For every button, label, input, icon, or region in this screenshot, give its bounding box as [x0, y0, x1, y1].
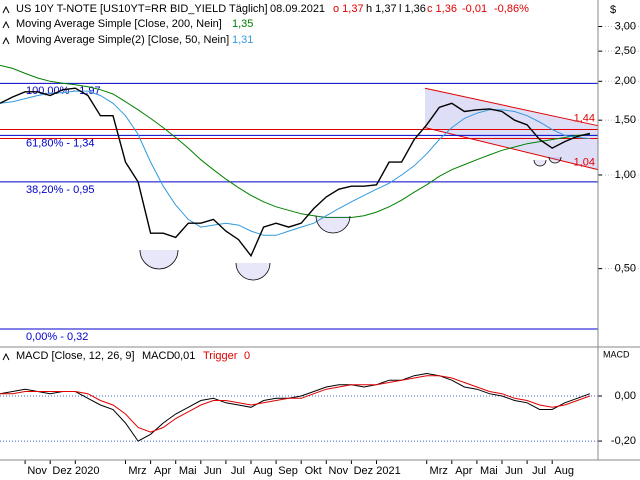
legend-value: 1,35 [232, 18, 253, 30]
date: 08.09.2021 [270, 3, 325, 15]
series-line [0, 372, 591, 442]
y-tick-label: 2,50 [615, 45, 636, 57]
low: l 1,36 [399, 3, 426, 15]
arc [533, 159, 547, 167]
fib-label: 0,00% - 0,32 [26, 331, 88, 343]
legend-value: 1,31 [232, 34, 253, 46]
y-tick-label: 1,00 [615, 169, 636, 181]
arc [139, 249, 179, 270]
x-tick-label: Dez [354, 465, 374, 477]
x-tick-label: Okt [305, 465, 322, 477]
legend-entry: Trigger [203, 350, 238, 362]
arc [548, 156, 562, 164]
y-tick-label: 0,00 [615, 390, 636, 402]
x-tick-label: Sep [278, 465, 298, 477]
channel-upper [424, 87, 599, 127]
channel-fill [425, 88, 598, 170]
y-unit: $ [610, 4, 616, 16]
series-line [0, 375, 591, 433]
icon [2, 352, 10, 361]
open: o 1,37 [333, 3, 364, 15]
x-tick-label: Mrz [128, 465, 146, 477]
support-arcs [139, 156, 562, 281]
x-tick-label: Aug [253, 465, 273, 477]
y-unit: MACD [603, 349, 630, 359]
header-backdrop [0, 0, 546, 48]
series-line [0, 87, 591, 258]
title: US 10Y T-NOTE [US10YT=RR BID_YIELD Tägli… [16, 3, 268, 15]
y-tick-label: 2,00 [615, 75, 636, 87]
close: c 1,36 [427, 3, 457, 15]
channel-lower [424, 127, 599, 171]
x-tick-label: Mai [179, 465, 197, 477]
legend-value: 0 [244, 350, 250, 362]
icon [2, 36, 10, 45]
y-tick-label: 1,50 [615, 114, 636, 126]
x-tick-label: Jul [231, 465, 245, 477]
change: -0,01 [462, 3, 487, 15]
arc [235, 262, 271, 281]
x-tick-label: 2020 [75, 465, 99, 477]
y-tick-label: -0,20 [611, 435, 636, 447]
high: h 1,37 [366, 3, 397, 15]
x-tick-label: Mai [480, 465, 498, 477]
x-tick-label: Jul [532, 465, 546, 477]
x-tick-label: Apr [455, 465, 472, 477]
arc [315, 215, 351, 234]
channel-label: 1,04 [574, 157, 595, 169]
x-tick-label: Jun [505, 465, 523, 477]
icon [2, 20, 10, 29]
legend-entry: Moving Average Simple [Close, 200, Nein] [16, 18, 222, 30]
legend-entry: MACD [142, 350, 174, 362]
macd-title: MACD [Close, 12, 26, 9] [16, 350, 135, 362]
legend-value: 0,01 [174, 350, 195, 362]
channel-label: 1,44 [574, 113, 595, 125]
x-tick-label: Apr [154, 465, 171, 477]
x-tick-label: Aug [554, 465, 574, 477]
x-tick-label: Mrz [430, 465, 448, 477]
fib-label: 61,80% - 1,34 [26, 137, 95, 149]
y-tick-label: 0,50 [615, 263, 636, 275]
series-line [0, 64, 590, 218]
x-tick-label: 2021 [376, 465, 400, 477]
x-tick-label: Dez [52, 465, 72, 477]
icon [2, 5, 10, 14]
fib-label: 38,20% - 0,95 [26, 184, 95, 196]
y-tick-label: 3,00 [615, 20, 636, 32]
change-pct: -0,86% [494, 3, 529, 15]
x-tick-label: Jun [204, 465, 222, 477]
x-tick-label: Nov [27, 465, 47, 477]
x-tick-label: Nov [329, 465, 349, 477]
legend-entry: Moving Average Simple(2) [Close, 50, Nei… [16, 34, 229, 46]
